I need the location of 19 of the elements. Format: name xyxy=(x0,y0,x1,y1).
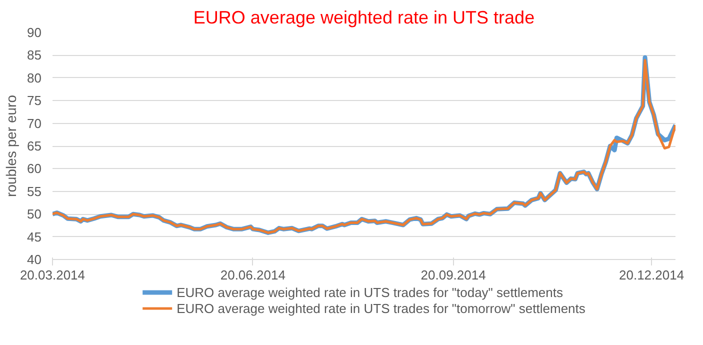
x-tick-label: 20.06.2014 xyxy=(220,268,286,282)
y-tick-label: 50 xyxy=(27,206,42,222)
legend-label: EURO average weighted rate in UTS trades for "tomorrow" settlements xyxy=(176,300,586,316)
y-tick-label: 75 xyxy=(27,93,42,108)
y-tick-label: 40 xyxy=(27,252,42,267)
y-tick-label: 45 xyxy=(27,229,42,244)
y-tick-label: 90 xyxy=(27,25,42,40)
x-tick-label: 20.03.2014 xyxy=(20,268,86,282)
y-axis-title: roubles per euro xyxy=(3,94,20,197)
y-tick-label: 70 xyxy=(27,116,42,131)
chart-title: EURO average weighted rate in UTS trade xyxy=(193,8,535,28)
legend-label: EURO average weighted rate in UTS trades for "today" settlements xyxy=(176,284,564,300)
y-tick-label: 60 xyxy=(27,161,42,176)
x-tick-label: 20.12.2014 xyxy=(619,268,684,282)
x-tick-label: 20.09.2014 xyxy=(420,268,486,282)
y-tick-label: 65 xyxy=(27,138,42,154)
y-tick-label: 80 xyxy=(27,70,42,86)
y-tick-label: 85 xyxy=(27,48,42,63)
y-tick-label: 55 xyxy=(27,184,42,199)
